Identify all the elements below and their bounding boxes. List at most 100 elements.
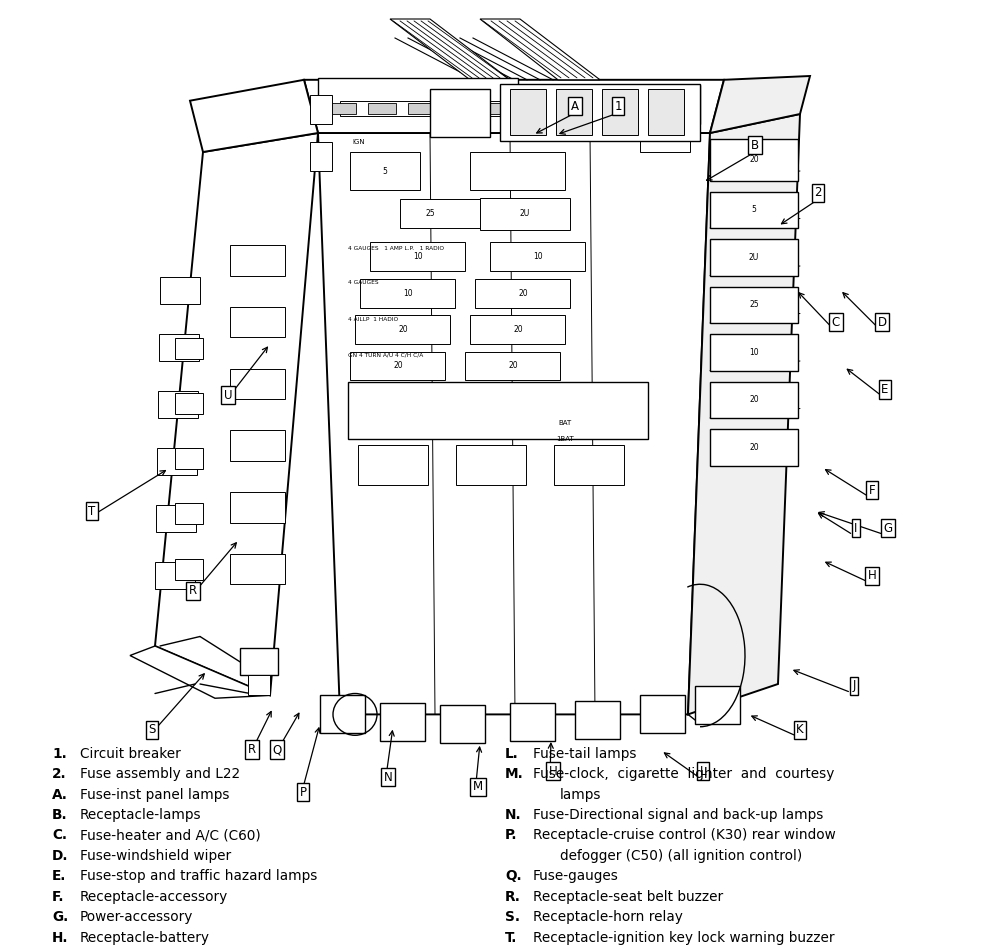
Bar <box>575 701 620 739</box>
Text: C.: C. <box>52 828 67 843</box>
Bar <box>475 279 570 308</box>
Text: N.: N. <box>505 808 522 822</box>
Text: 20: 20 <box>518 289 528 298</box>
Text: R: R <box>189 584 197 598</box>
Text: T: T <box>88 504 96 518</box>
Text: IGN: IGN <box>352 140 365 145</box>
Bar <box>710 429 798 466</box>
Text: M: M <box>473 780 483 793</box>
Bar <box>175 393 203 414</box>
Text: Power-accessory: Power-accessory <box>80 910 193 924</box>
Bar <box>230 245 285 275</box>
Text: 4 GAUGES   1 AMP L.P.   1 RADIO: 4 GAUGES 1 AMP L.P. 1 RADIO <box>348 246 444 252</box>
Polygon shape <box>155 133 318 695</box>
Bar <box>175 559 203 580</box>
Text: 5: 5 <box>383 166 387 176</box>
Text: 10: 10 <box>403 289 413 298</box>
Text: G.: G. <box>52 910 68 924</box>
Text: S: S <box>148 723 156 736</box>
Bar <box>248 674 270 695</box>
Text: 4 GAUGES: 4 GAUGES <box>348 279 379 285</box>
Bar <box>510 703 555 741</box>
Text: L: L <box>700 765 706 778</box>
Bar <box>710 139 798 180</box>
Bar <box>448 103 476 114</box>
Bar <box>318 78 518 104</box>
Bar <box>355 315 450 344</box>
Text: R.: R. <box>505 889 521 903</box>
Bar <box>470 315 565 344</box>
Bar <box>430 89 490 137</box>
Bar <box>155 562 195 589</box>
Text: A.: A. <box>52 788 68 802</box>
Bar <box>408 103 436 114</box>
Text: 20: 20 <box>398 325 408 334</box>
Text: GN 4 TURN A/U 4 C/H C/A: GN 4 TURN A/U 4 C/H C/A <box>348 352 423 358</box>
Text: Q.: Q. <box>505 869 522 884</box>
Text: R: R <box>248 743 256 756</box>
Bar <box>328 103 356 114</box>
Text: Fuse-stop and traffic hazard lamps: Fuse-stop and traffic hazard lamps <box>80 869 317 884</box>
Text: Fuse-inst panel lamps: Fuse-inst panel lamps <box>80 788 230 802</box>
Bar <box>456 445 526 484</box>
Bar <box>710 382 798 418</box>
Bar <box>240 648 278 674</box>
Polygon shape <box>390 19 510 80</box>
Text: Receptacle-horn relay: Receptacle-horn relay <box>533 910 683 924</box>
Polygon shape <box>688 114 800 714</box>
Text: L.: L. <box>505 747 519 761</box>
Bar <box>710 192 798 228</box>
Bar <box>230 369 285 399</box>
Text: Fuse assembly and L22: Fuse assembly and L22 <box>80 768 240 781</box>
Text: E.: E. <box>52 869 66 884</box>
Bar <box>648 89 684 135</box>
Bar <box>500 84 700 141</box>
Bar <box>350 152 420 190</box>
Text: D: D <box>877 315 887 329</box>
Text: C: C <box>832 315 840 329</box>
Text: M.: M. <box>505 768 524 781</box>
Text: 5: 5 <box>752 205 756 215</box>
Text: 20: 20 <box>749 395 759 405</box>
Text: Fuse-windshield wiper: Fuse-windshield wiper <box>80 849 231 863</box>
Bar <box>230 307 285 337</box>
Text: 2U: 2U <box>520 209 530 218</box>
Text: F.: F. <box>52 889 64 903</box>
Bar <box>640 695 685 733</box>
Bar <box>465 352 560 380</box>
Bar <box>370 242 465 271</box>
Polygon shape <box>304 80 724 133</box>
Text: Receptacle-ignition key lock warning buzzer: Receptacle-ignition key lock warning buz… <box>533 930 834 944</box>
Bar <box>160 277 200 304</box>
Bar <box>157 448 197 475</box>
Polygon shape <box>480 19 600 80</box>
Text: 25: 25 <box>425 209 435 218</box>
Text: A: A <box>571 100 579 113</box>
Text: 10: 10 <box>413 252 423 261</box>
Text: G: G <box>883 522 893 535</box>
Bar <box>348 382 648 439</box>
Text: 1.: 1. <box>52 747 67 761</box>
Text: E: E <box>881 383 889 396</box>
Text: 4 AILLP  1 HADIO: 4 AILLP 1 HADIO <box>348 316 398 322</box>
Bar <box>490 242 585 271</box>
Bar <box>360 279 455 308</box>
Text: lamps: lamps <box>560 788 602 802</box>
Bar <box>340 101 500 116</box>
Bar <box>480 198 570 230</box>
Bar <box>175 448 203 469</box>
Text: 10: 10 <box>533 252 543 261</box>
Polygon shape <box>190 80 318 152</box>
Text: J: J <box>852 679 856 693</box>
Bar <box>488 103 516 114</box>
Text: Fuse-gauges: Fuse-gauges <box>533 869 619 884</box>
Text: Receptacle-lamps: Receptacle-lamps <box>80 808 202 822</box>
Polygon shape <box>318 133 710 714</box>
Text: N: N <box>384 770 392 784</box>
Text: 1BAT: 1BAT <box>556 436 574 442</box>
Text: Fuse-heater and A/C (C60): Fuse-heater and A/C (C60) <box>80 828 261 843</box>
Text: H: H <box>868 569 876 582</box>
Bar <box>602 89 638 135</box>
Text: Receptacle-battery: Receptacle-battery <box>80 931 210 944</box>
Bar <box>470 152 565 190</box>
